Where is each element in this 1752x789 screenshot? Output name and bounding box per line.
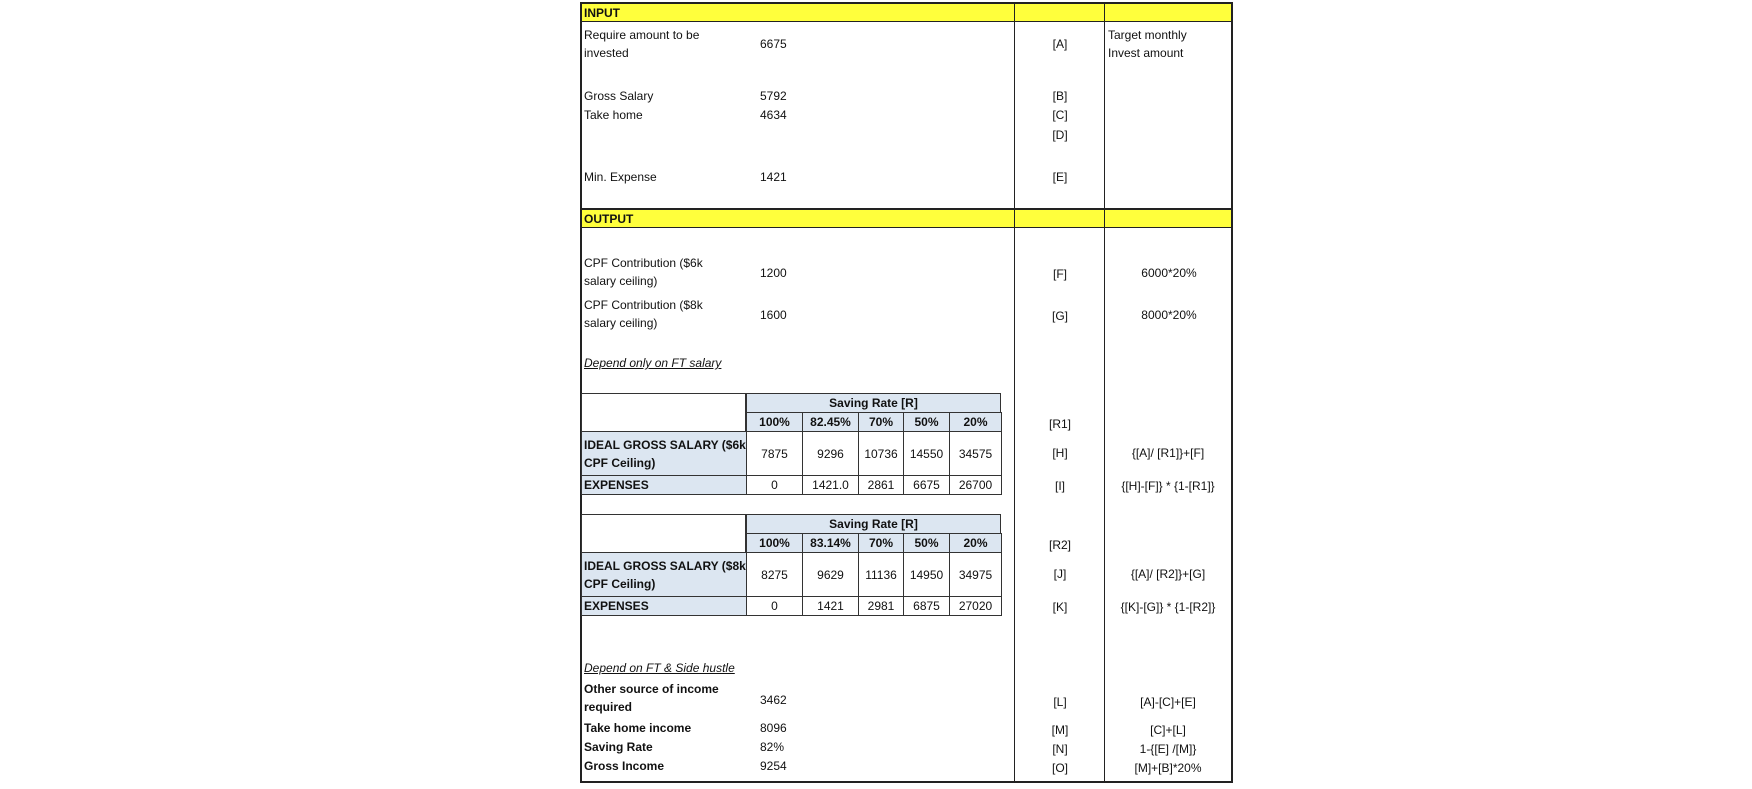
input-label: Take home [584,108,643,122]
side-label: Take home income [584,721,692,735]
salary-cell[interactable]: 9296 [802,431,859,476]
salary-ref: [J] [1053,567,1067,581]
expenses-cell[interactable]: 6875 [903,596,950,616]
label-cell[interactable] [581,393,746,433]
rate-cell[interactable]: 83.14% [802,533,859,553]
salary-cell[interactable]: 34575 [949,431,1002,476]
input-ref: [A] [1052,37,1068,51]
salary-cell[interactable]: 14550 [903,431,950,476]
expenses-cell[interactable]: 6675 [903,475,950,495]
rate-cell[interactable]: 20% [949,533,1002,553]
side-formula: [C]+[L] [1150,723,1186,737]
output-header-bar [582,208,1231,228]
side-ref: [N] [1052,742,1068,756]
salary-label[interactable]: IDEAL GROSS SALARY ($8k CPF Ceiling) [581,552,747,597]
side-value: 3462 [760,693,787,707]
salary-cell[interactable]: 10736 [858,431,904,476]
input-value: 4634 [760,108,787,122]
salary-cell[interactable]: 9629 [802,552,859,597]
salary-cell[interactable]: 14950 [903,552,950,597]
input-ref: [E] [1052,170,1068,184]
rate-cell[interactable]: 100% [746,533,803,553]
expenses-cell[interactable]: 26700 [949,475,1002,495]
salary-cell[interactable]: 34975 [949,552,1002,597]
cpf-ref: [G] [1051,309,1068,323]
input-note: Target monthly Invest amount [1108,28,1187,60]
side-formula: [M]+[B]*20% [1134,761,1202,775]
side-ref: [M] [1051,723,1069,737]
column-divider [1104,4,1105,782]
side-label: Gross Income [584,759,665,773]
expenses-formula: {[K]-[G]} * {1-[R2]} [1120,600,1216,614]
rate-ref: [R2] [1048,538,1071,552]
side-formula: [A]-[C]+[E] [1140,695,1196,709]
saving-rate-header[interactable]: Saving Rate [R] [746,393,1001,413]
expenses-cell[interactable]: 2981 [858,596,904,616]
cpf-formula: 8000*20% [1141,308,1197,322]
input-label: Min. Expense [584,170,657,184]
expenses-ref: [I] [1054,479,1065,493]
column-divider [1014,4,1015,782]
input-header-bar [582,4,1231,22]
input-value: 5792 [760,89,787,103]
side-value: 9254 [760,759,787,773]
input-ref: [B] [1052,89,1068,103]
side-formula: 1-{[E] /[M]} [1139,742,1197,756]
expenses-cell[interactable]: 27020 [949,596,1002,616]
expenses-cell[interactable]: 0 [746,475,803,495]
rate-cell[interactable]: 82.45% [802,412,859,432]
side-label: Other source of income required [584,682,719,714]
input-label: Gross Salary [584,89,654,103]
input-header: INPUT [584,6,620,20]
label-cell[interactable] [581,514,746,554]
rate-cell[interactable]: 20% [949,412,1002,432]
rate-ref: [R1] [1048,417,1071,431]
expenses-label[interactable]: EXPENSES [581,596,747,616]
expenses-cell[interactable]: 0 [746,596,803,616]
input-value: 1421 [760,170,787,184]
rate-cell[interactable]: 70% [858,533,904,553]
cpf-label: CPF Contribution ($8k salary ceiling) [584,298,703,330]
output-header: OUTPUT [584,212,634,226]
input-ref: [D] [1052,128,1068,142]
expenses-formula: {[H]-[F]} * {1-[R1]} [1121,479,1215,493]
saving-rate-header[interactable]: Saving Rate [R] [746,514,1001,534]
rate-cell[interactable]: 70% [858,412,904,432]
cpf-value: 1200 [760,266,787,280]
salary-cell[interactable]: 7875 [746,431,803,476]
input-ref: [C] [1052,108,1068,122]
cpf-formula: 6000*20% [1141,266,1197,280]
expenses-cell[interactable]: 1421.0 [802,475,859,495]
salary-formula: {[A]/ [R2]}+[G] [1130,567,1206,581]
cpf-ref: [F] [1053,267,1067,281]
side-value: 8096 [760,721,787,735]
expenses-ref: [K] [1052,600,1068,614]
input-value: 6675 [760,37,787,51]
salary-cell[interactable]: 8275 [746,552,803,597]
side-ref: [L] [1053,695,1067,709]
expenses-label[interactable]: EXPENSES [581,475,747,495]
input-label: Require amount to be invested [584,28,700,60]
expenses-cell[interactable]: 1421 [802,596,859,616]
section-heading: Depend on FT & Side hustle [584,661,735,675]
rate-cell[interactable]: 100% [746,412,803,432]
cpf-value: 1600 [760,308,787,322]
side-value: 82% [760,740,785,754]
side-label: Saving Rate [584,740,653,754]
sheet-border [580,2,1233,783]
salary-label[interactable]: IDEAL GROSS SALARY ($6k CPF Ceiling) [581,431,747,476]
side-ref: [O] [1051,761,1068,775]
salary-formula: {[A]/ [R1]}+[F] [1131,446,1205,460]
cpf-label: CPF Contribution ($6k salary ceiling) [584,256,703,288]
rate-cell[interactable]: 50% [903,412,950,432]
section-heading: Depend only on FT salary [584,356,722,370]
rate-cell[interactable]: 50% [903,533,950,553]
expenses-cell[interactable]: 2861 [858,475,904,495]
salary-ref: [H] [1052,446,1068,460]
salary-cell[interactable]: 11136 [858,552,904,597]
